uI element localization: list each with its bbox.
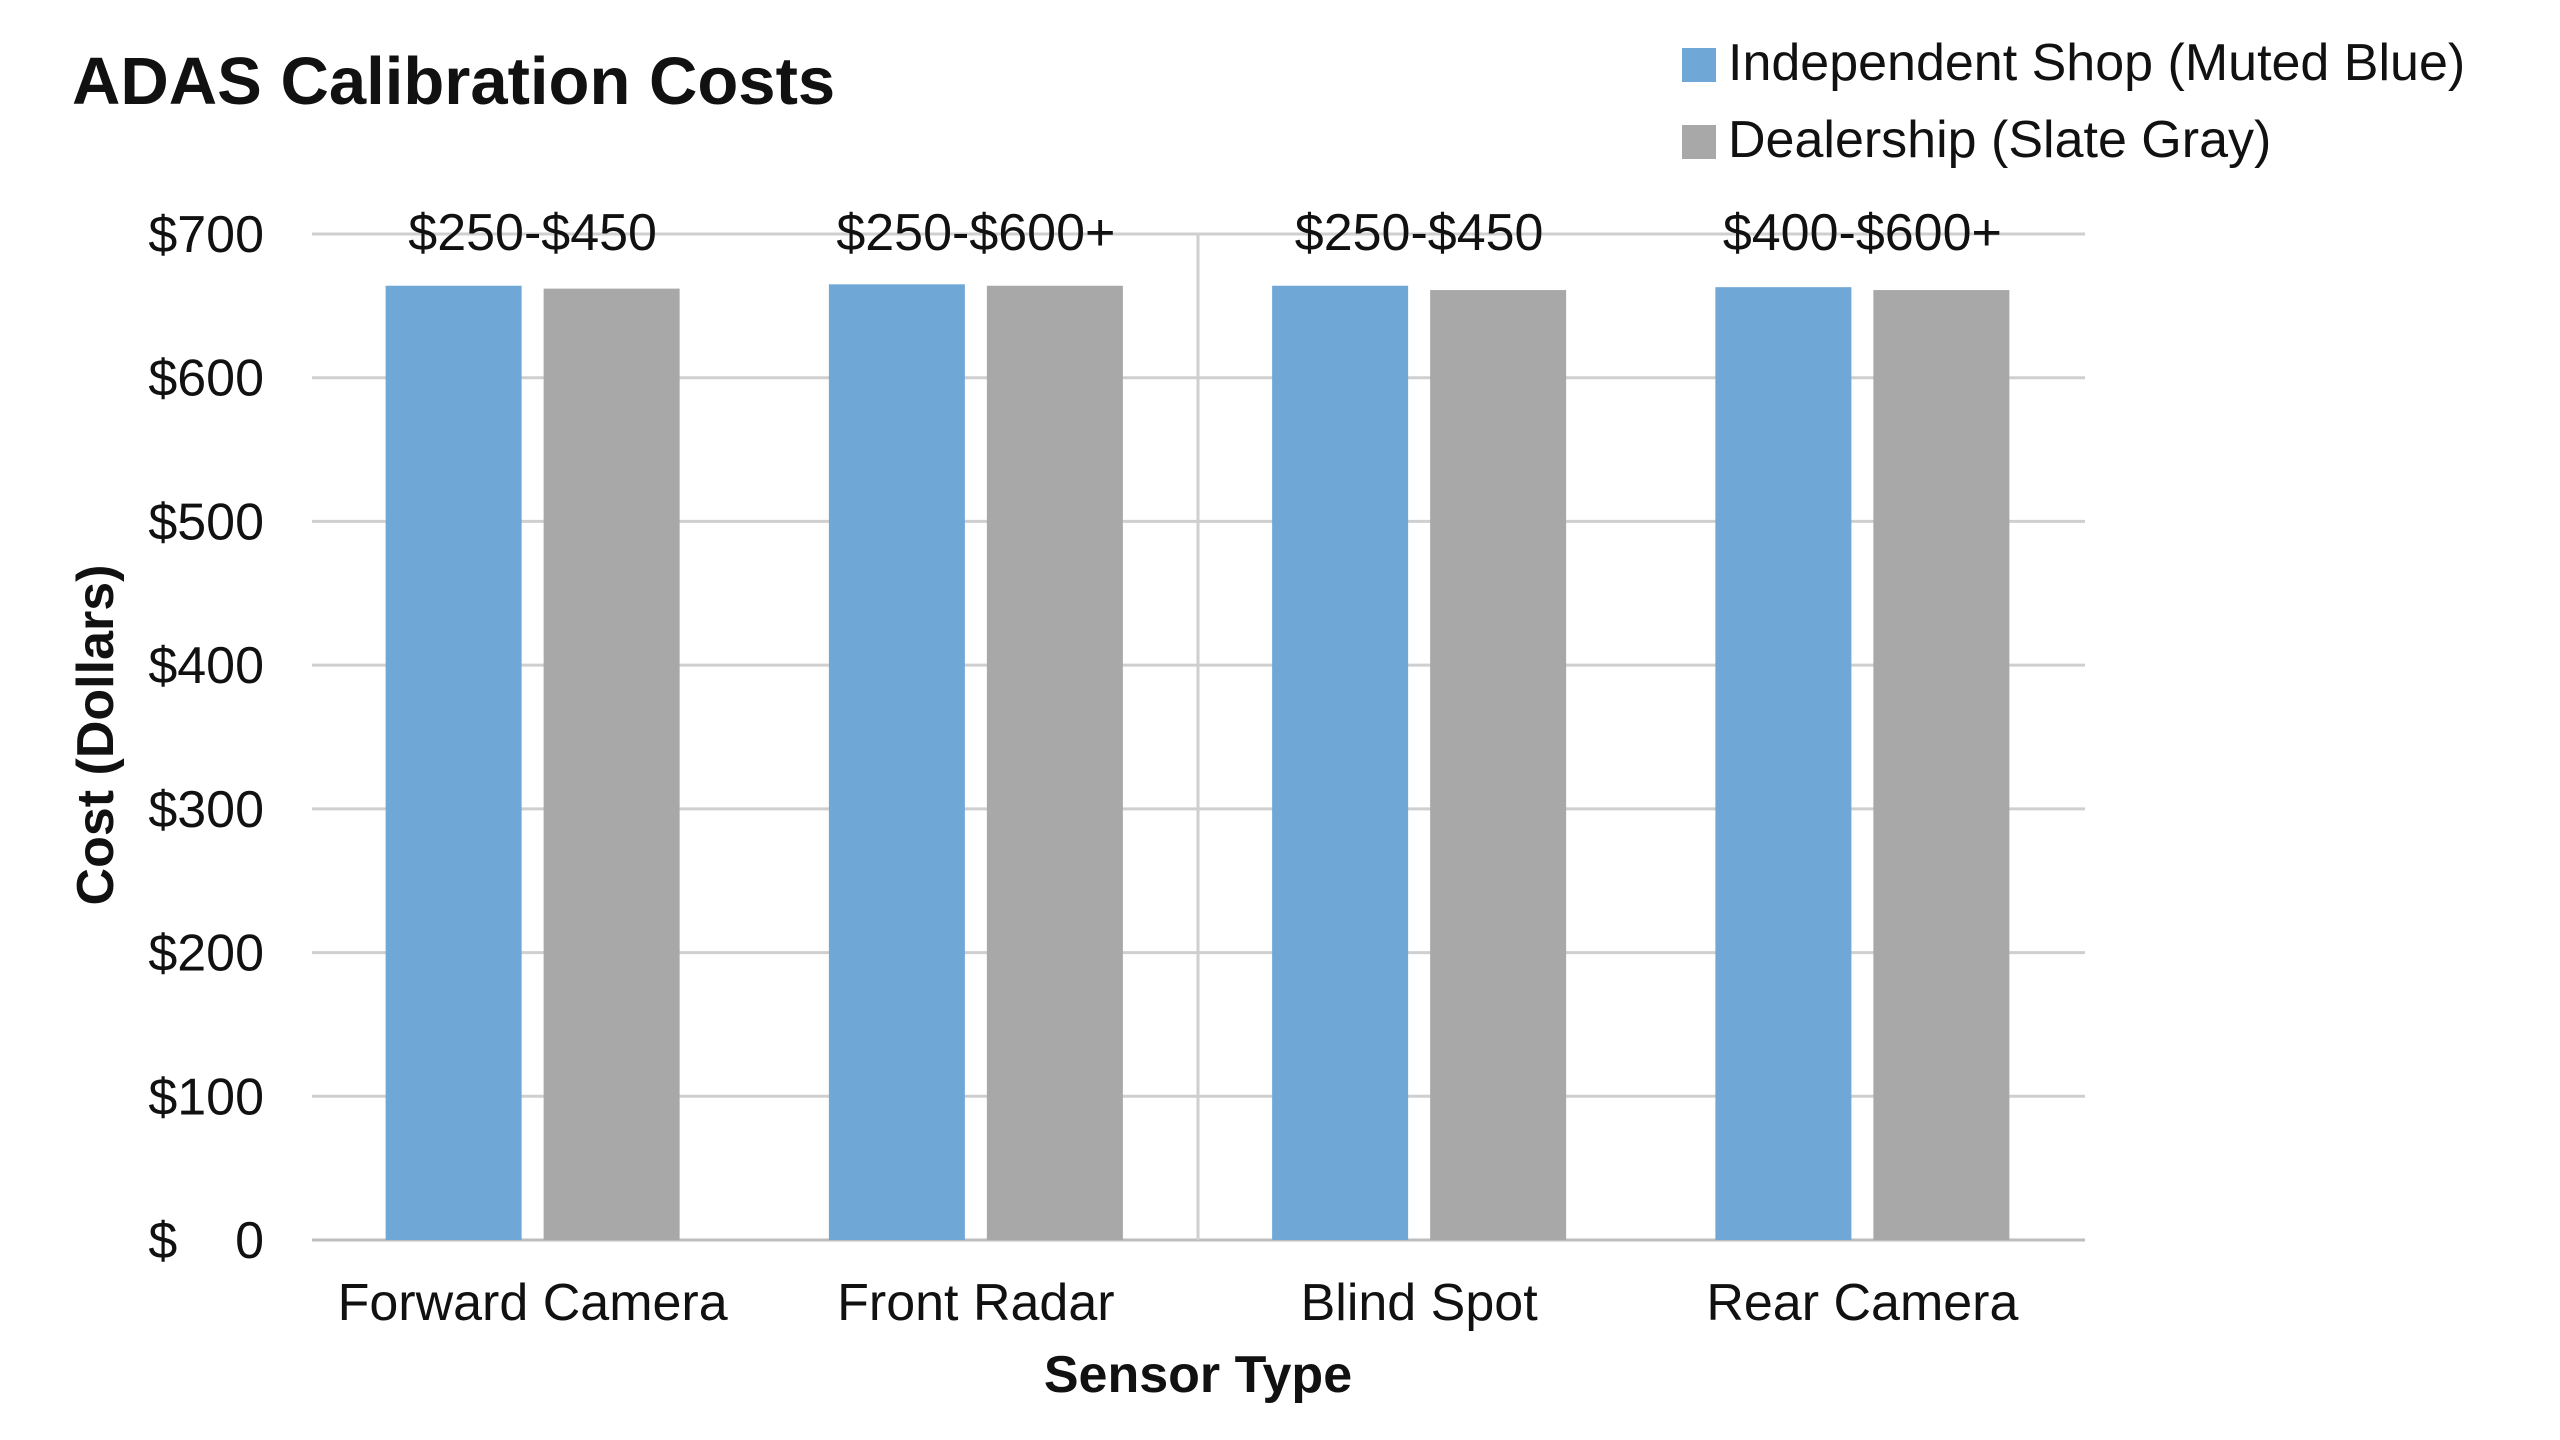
chart-title: ADAS Calibration Costs xyxy=(72,44,835,119)
bar-independent-1 xyxy=(828,284,965,1240)
bar-dealership-0 xyxy=(543,288,680,1240)
y-tick-label: $600 xyxy=(148,350,264,408)
x-category-label: Blind Spot xyxy=(1301,1274,1539,1332)
y-tick-label: $500 xyxy=(148,493,264,551)
bar-independent-0 xyxy=(385,285,522,1240)
y-axis-ticks: $ 0 $100 $200 $300 $400 $500 $600 $700 xyxy=(148,206,264,1270)
y-tick-label: $400 xyxy=(148,637,264,695)
y-axis-title: Cost (Dollars) xyxy=(67,565,125,906)
bar-independent-3 xyxy=(1715,287,1852,1240)
legend-swatch-0 xyxy=(1682,48,1716,82)
range-label: $250-$600+ xyxy=(836,204,1115,262)
y-tick-label: $700 xyxy=(148,206,264,264)
bar-dealership-2 xyxy=(1430,290,1567,1240)
legend-label-1: Dealership (Slate Gray) xyxy=(1728,111,2271,169)
x-axis-title: Sensor Type xyxy=(1044,1346,1352,1404)
bar-independent-2 xyxy=(1272,285,1409,1240)
bars xyxy=(385,284,2010,1240)
y-tick-label: $100 xyxy=(148,1068,264,1126)
range-label: $250-$450 xyxy=(408,204,657,262)
x-category-label: Front Radar xyxy=(837,1274,1114,1332)
range-label: $250-$450 xyxy=(1295,204,1544,262)
bar-dealership-1 xyxy=(986,285,1123,1240)
legend-label-0: Independent Shop (Muted Blue) xyxy=(1728,34,2465,92)
legend: Independent Shop (Muted Blue) Dealership … xyxy=(1682,34,2465,169)
range-labels: $250-$450 $250-$600+ $250-$450 $400-$600+ xyxy=(408,204,2002,262)
x-category-label: Rear Camera xyxy=(1706,1274,2018,1332)
legend-swatch-1 xyxy=(1682,125,1716,159)
range-label: $400-$600+ xyxy=(1723,204,2002,262)
bar-dealership-3 xyxy=(1873,290,2010,1240)
y-tick-label: $200 xyxy=(148,925,264,983)
y-tick-label: $300 xyxy=(148,781,264,839)
x-category-label: Forward Camera xyxy=(338,1274,728,1332)
x-axis-categories: Forward Camera Front Radar Blind Spot Rear … xyxy=(338,1274,2019,1332)
y-tick-label: $ 0 xyxy=(148,1212,264,1270)
